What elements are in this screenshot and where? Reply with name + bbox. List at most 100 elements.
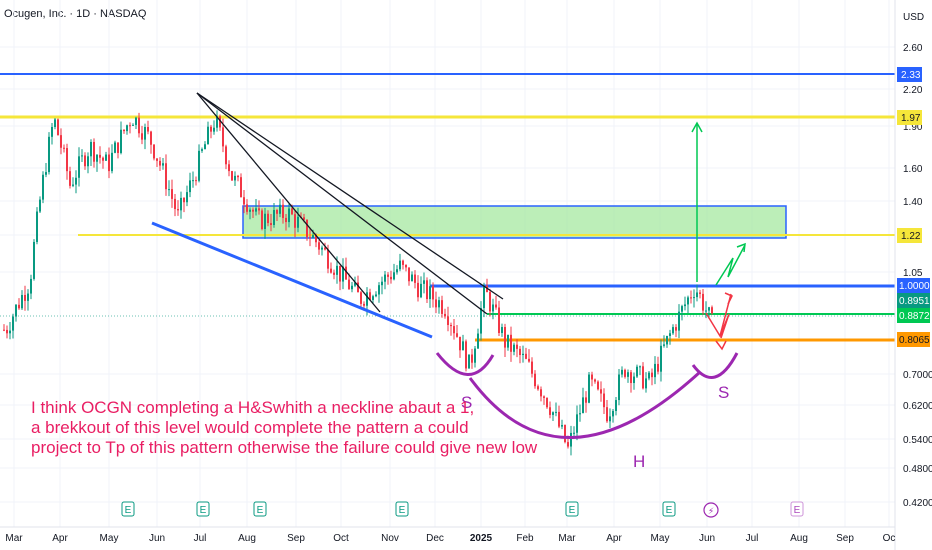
symbol-title: Ocugen, Inc. · 1D · NASDAQ <box>4 8 147 20</box>
candle <box>711 305 713 315</box>
candle <box>492 298 494 320</box>
price-tick-label: 0.6200 <box>903 401 932 412</box>
candle <box>555 402 557 417</box>
candle <box>144 123 146 150</box>
candle <box>246 199 248 215</box>
candle <box>381 276 383 295</box>
resistance-line-1[interactable] <box>196 92 504 300</box>
candle <box>237 174 239 182</box>
dividend-marker[interactable]: ⚡ <box>703 502 719 518</box>
time-label: Mar <box>5 533 23 544</box>
earnings-marker[interactable]: E <box>395 501 409 517</box>
candle <box>180 191 182 219</box>
candle <box>597 380 599 391</box>
candle <box>333 269 335 280</box>
candle <box>663 335 665 348</box>
candle <box>351 282 353 293</box>
candle <box>117 142 119 159</box>
candle <box>219 114 221 131</box>
candle <box>114 140 116 154</box>
candle <box>588 371 590 404</box>
candle <box>258 200 260 215</box>
time-label: Sep <box>287 533 305 544</box>
price-tick-label: 0.7000 <box>903 370 932 381</box>
candle <box>21 290 23 311</box>
left-shoulder-arc <box>435 352 495 376</box>
candle <box>186 185 188 207</box>
candle <box>660 339 662 382</box>
candle <box>393 263 395 281</box>
time-axis[interactable]: Mar Apr May Jun Jul Aug Sep Oct Nov Dec 2025 Feb Mar… <box>5 533 895 544</box>
price-tick-label: 2.60 <box>903 43 923 54</box>
earnings-marker[interactable]: E <box>565 501 579 517</box>
candle <box>252 207 254 218</box>
annotation-line-3: project to Tp of this pattern otherwise … <box>31 438 538 457</box>
candle <box>465 339 467 372</box>
earnings-marker[interactable]: E <box>196 501 210 517</box>
breakout-arrow[interactable] <box>715 242 746 286</box>
earnings-marker[interactable]: E <box>253 501 267 517</box>
candle <box>36 207 38 245</box>
earnings-marker[interactable]: E <box>790 501 804 517</box>
candle <box>294 210 296 238</box>
candle <box>210 124 212 139</box>
price-axis[interactable] <box>895 0 932 550</box>
price-tick-label: 1.40 <box>903 197 923 208</box>
candle <box>684 296 686 311</box>
resistance-line-2[interactable] <box>196 92 488 315</box>
candle <box>165 154 167 196</box>
svg-text:E: E <box>794 505 801 516</box>
candle <box>189 172 191 198</box>
candle <box>705 301 707 319</box>
candle <box>72 177 74 188</box>
earnings-marker[interactable]: E <box>662 501 676 517</box>
candle <box>177 200 179 216</box>
candle <box>321 245 323 256</box>
candle <box>198 144 200 183</box>
candle <box>147 120 149 135</box>
price-tag-0-8872: 0.8872 <box>897 308 930 323</box>
candle <box>162 158 164 170</box>
candle <box>681 304 683 321</box>
candle <box>309 227 311 247</box>
candle <box>135 116 137 129</box>
candle <box>609 408 611 429</box>
candle <box>498 300 500 336</box>
candle <box>348 273 350 290</box>
earnings-marker[interactable]: E <box>121 501 135 517</box>
failure-arrow[interactable] <box>705 292 734 351</box>
resistance-line-3[interactable] <box>196 92 381 313</box>
target-arrow[interactable] <box>691 121 703 282</box>
svg-text:0.8951: 0.8951 <box>899 296 930 307</box>
candle <box>3 324 5 332</box>
svg-text:1.0000: 1.0000 <box>899 281 930 292</box>
candle <box>645 372 647 393</box>
time-label: Mar <box>558 533 576 544</box>
candles <box>3 110 713 456</box>
time-label: May <box>651 533 670 544</box>
candle <box>537 384 539 391</box>
support-trendline[interactable] <box>151 221 433 339</box>
candle <box>405 264 407 272</box>
candle <box>192 171 194 188</box>
candle <box>90 139 92 167</box>
candle <box>630 369 632 393</box>
candle <box>12 313 14 339</box>
candle <box>279 198 281 218</box>
price-tag-1-0000: 1.0000 <box>897 278 930 293</box>
candle <box>39 196 41 214</box>
annotation-line-2: a brekkout of this level would complete … <box>31 418 469 437</box>
svg-text:E: E <box>200 505 207 516</box>
candle <box>675 324 677 338</box>
svg-text:1.97: 1.97 <box>901 113 921 124</box>
time-label: Apr <box>606 533 622 544</box>
candle <box>249 207 251 220</box>
price-tick-label: 0.4800 <box>903 464 932 475</box>
candle <box>318 239 320 255</box>
time-label: Jun <box>149 533 165 544</box>
candle <box>678 304 680 339</box>
candle <box>342 258 344 290</box>
candle <box>261 208 263 231</box>
candle <box>378 282 380 303</box>
